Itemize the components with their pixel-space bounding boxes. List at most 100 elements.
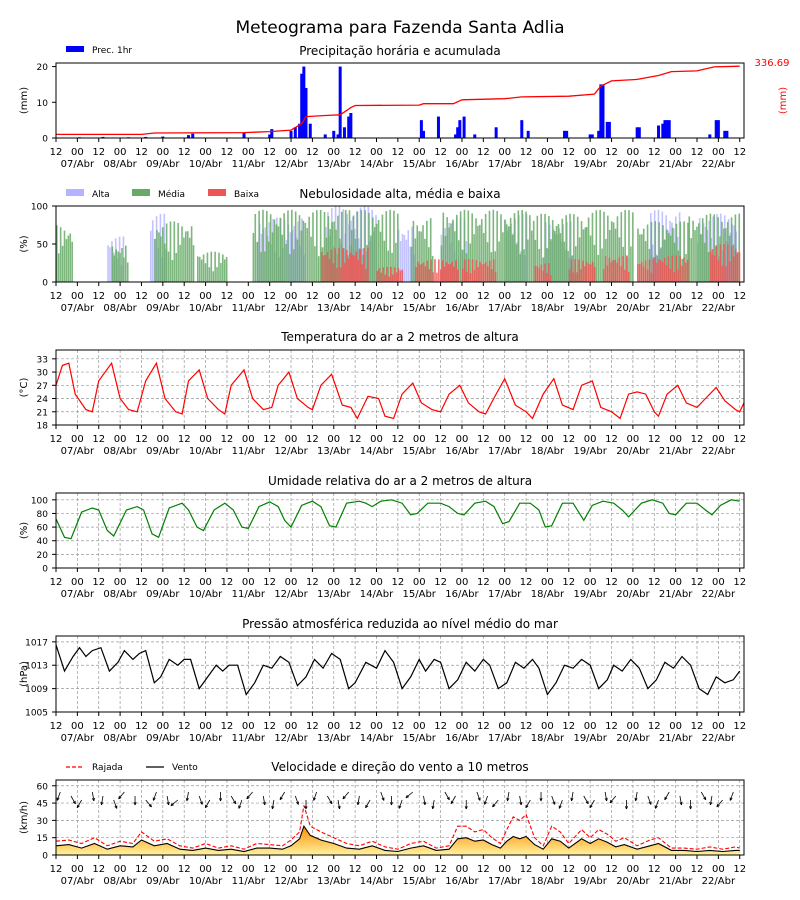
- cloud-bar-alta: [407, 230, 410, 282]
- cloud-bar-média: [630, 246, 632, 282]
- cloud-bar-média: [202, 254, 205, 282]
- y-tick-label: 1009: [25, 685, 48, 695]
- wind-direction-arrow: [170, 799, 179, 807]
- cloud-bar-baixa: [677, 269, 679, 282]
- cloud-bar-baixa: [455, 260, 457, 282]
- cloud-bar-média: [289, 254, 291, 282]
- panel-2: Temperatura do ar a 2 metros de altura (°…: [19, 330, 746, 457]
- cloud-bar-média: [507, 226, 510, 282]
- humidity-line: [55, 499, 740, 540]
- date-label: 17/Abr: [488, 733, 522, 744]
- cloud-bar-alta: [696, 242, 699, 282]
- date-label: 18/Abr: [531, 303, 565, 314]
- precip-bar: [191, 133, 195, 138]
- panel-3: Umidade relativa do ar a 2 metros de alt…: [19, 474, 746, 600]
- cloud-bar-baixa: [353, 255, 356, 282]
- cloud-bar-média: [71, 241, 73, 282]
- wind-arrow-head: [492, 803, 496, 808]
- cloud-bar-média: [698, 223, 700, 282]
- wind-direction-arrow: [327, 795, 333, 804]
- wind-direction-arrow: [432, 799, 435, 809]
- x-tick-label: 12: [520, 864, 533, 875]
- cloud-bar-alta: [570, 221, 572, 282]
- cloud-bar-média: [310, 236, 312, 282]
- wind-arrow-head: [405, 794, 409, 799]
- cloud-bar-média: [372, 217, 374, 282]
- x-tick-label: 00: [584, 577, 597, 588]
- panel-title: Nebulosidade alta, média e baixa: [299, 187, 500, 201]
- precip-bar: [663, 120, 667, 138]
- precip-bar: [436, 116, 440, 138]
- cloud-bar-média: [418, 231, 420, 282]
- cloud-bar-baixa: [477, 267, 479, 282]
- cloud-bar-média: [705, 214, 708, 282]
- cloud-bar-baixa: [424, 266, 427, 282]
- cloud-bar-alta: [150, 230, 152, 282]
- x-tick-label: 12: [733, 577, 746, 588]
- cloud-bar-média: [694, 230, 696, 282]
- cloud-bar-média: [593, 244, 596, 282]
- x-tick-label: 00: [498, 721, 511, 732]
- cloud-bar-média: [296, 239, 299, 282]
- y-tick-label: 20: [37, 551, 49, 561]
- precip-bar: [300, 73, 304, 138]
- cloud-bar-baixa: [338, 247, 340, 282]
- cloud-bar-média: [291, 209, 293, 282]
- cloud-bar-média: [544, 213, 546, 282]
- precip-bar: [332, 130, 336, 138]
- cloud-bar-baixa: [349, 252, 352, 282]
- wind-arrow-head: [304, 806, 308, 810]
- wind-arrow-head: [552, 801, 556, 805]
- cloud-bar-média: [555, 225, 558, 282]
- cloud-bar-média: [177, 223, 179, 282]
- cloud-bar-média: [475, 218, 477, 282]
- wind-arrow-head: [166, 801, 170, 806]
- cloud-bar-média: [505, 224, 508, 282]
- precip-bar: [605, 121, 609, 138]
- x-tick-label: 00: [498, 291, 511, 302]
- cloud-bar-média: [198, 256, 201, 282]
- x-tick-label: 00: [456, 864, 469, 875]
- cloud-bar-baixa: [679, 256, 681, 282]
- cloud-bar-média: [538, 248, 541, 282]
- date-label: 12/Abr: [274, 446, 308, 457]
- x-tick-label: 12: [50, 864, 63, 875]
- cloud-bar-alta: [548, 224, 551, 282]
- date-label: 14/Abr: [360, 876, 394, 887]
- cloud-bar-baixa: [488, 260, 491, 282]
- cloud-bar-média: [375, 223, 378, 282]
- x-tick-label: 00: [456, 434, 469, 445]
- cloud-bar-baixa: [719, 244, 722, 282]
- cloud-bar-alta: [725, 241, 728, 282]
- cloud-bar-média: [281, 234, 284, 282]
- x-tick-label: 12: [92, 721, 105, 732]
- date-label: 20/Abr: [616, 733, 650, 744]
- cloud-bar-baixa: [548, 263, 550, 282]
- wind-direction-arrow: [664, 791, 670, 800]
- panel-0: Precipitação horária e acumulada (mm) 0 10 2…: [19, 44, 790, 170]
- wind-arrow-head: [204, 804, 208, 809]
- wind-arrow-head: [446, 796, 450, 801]
- date-label: 20/Abr: [616, 446, 650, 457]
- cloud-bar-baixa: [683, 257, 685, 282]
- cloud-bar-média: [210, 251, 213, 282]
- cloud-bar-média: [465, 253, 468, 282]
- x-tick-label: 00: [327, 434, 340, 445]
- panel-title: Pressão atmosférica reduzida ao nível mé…: [242, 617, 558, 631]
- cloud-bar-média: [273, 219, 276, 282]
- wind-direction-arrow: [604, 791, 608, 801]
- date-label: 22/Abr: [702, 159, 736, 170]
- y-tick-label: 100: [31, 203, 48, 213]
- date-label: 14/Abr: [360, 589, 394, 600]
- wind-direction-arrow: [230, 795, 237, 804]
- cloud-bar-média: [444, 236, 447, 282]
- wind-arrow-head: [634, 797, 638, 802]
- cloud-bar-baixa: [363, 248, 365, 282]
- cloud-bar-média: [559, 233, 562, 282]
- cloud-bar-média: [344, 209, 347, 282]
- x-tick-label: 00: [456, 577, 469, 588]
- temperature-line: [55, 361, 745, 420]
- precip-bar: [338, 66, 342, 138]
- cloud-bar-média: [679, 221, 682, 282]
- cloud-bar-média: [175, 252, 178, 282]
